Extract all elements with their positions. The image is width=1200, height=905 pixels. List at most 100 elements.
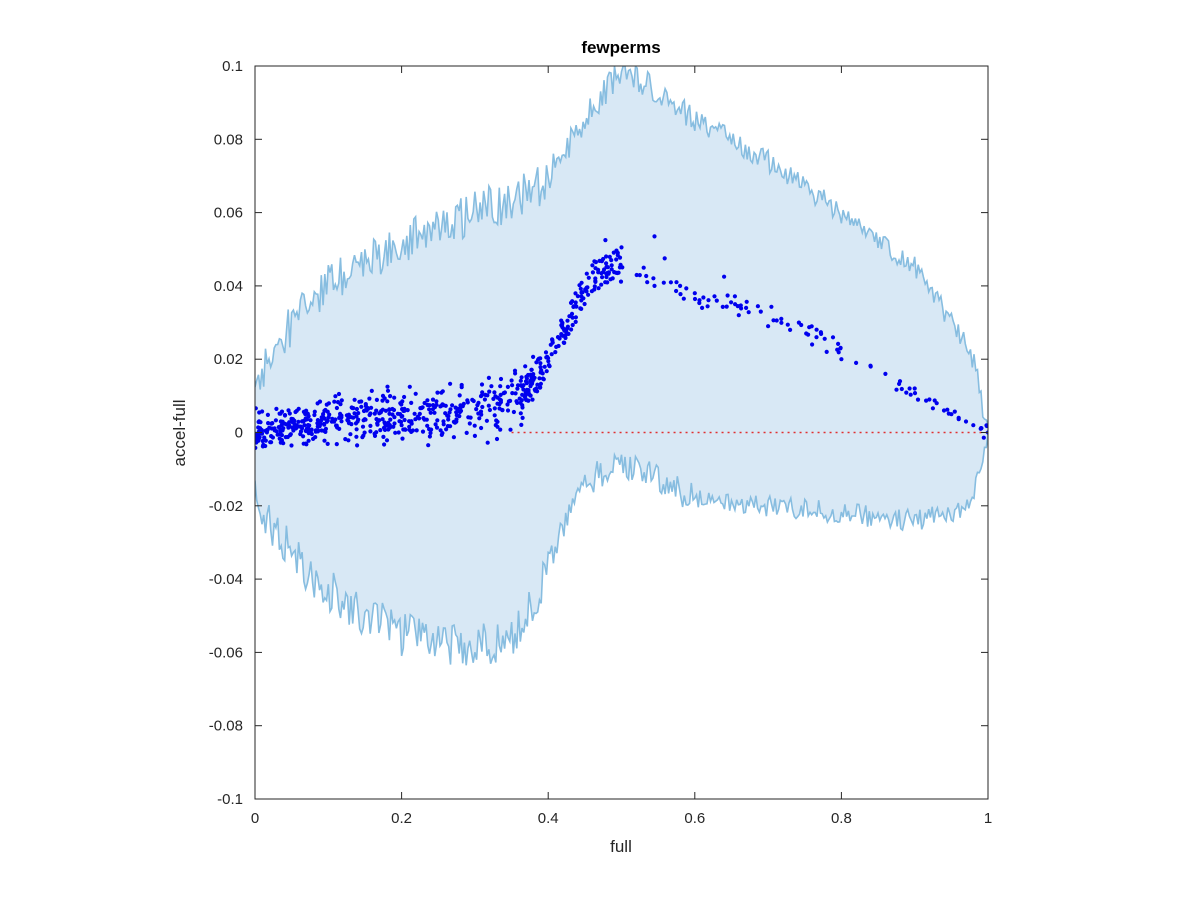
- data-point: [912, 391, 918, 396]
- data-point: [315, 418, 320, 423]
- data-point: [418, 406, 423, 411]
- data-point: [300, 426, 305, 431]
- data-point: [532, 375, 537, 380]
- data-point: [255, 406, 258, 411]
- data-point: [535, 382, 540, 387]
- data-point: [836, 341, 841, 346]
- data-point: [570, 322, 575, 328]
- y-axis-label: accel-full: [170, 399, 189, 466]
- data-point: [278, 427, 283, 432]
- data-point: [385, 399, 390, 404]
- data-point: [288, 432, 293, 437]
- data-point: [381, 434, 386, 439]
- data-point: [546, 359, 551, 364]
- data-point: [417, 416, 422, 421]
- data-point: [260, 438, 265, 444]
- data-point: [386, 427, 391, 432]
- data-point: [426, 443, 431, 448]
- data-point: [814, 335, 819, 340]
- data-point: [725, 293, 730, 298]
- data-point: [915, 397, 921, 402]
- data-point: [619, 245, 624, 250]
- data-point: [425, 423, 430, 428]
- data-point: [339, 419, 344, 424]
- data-point: [374, 408, 379, 413]
- data-point: [485, 393, 490, 398]
- data-point: [539, 368, 544, 373]
- data-point: [520, 405, 525, 410]
- data-point: [432, 405, 437, 410]
- y-axis-ticks: 0.1 0.08 0.06 0.04 0.02 0 -0.02 -0.04 -0.06 -0.08…: [209, 58, 988, 808]
- y-tick-label: -0.04: [209, 571, 243, 588]
- y-tick-label: -0.08: [209, 718, 243, 735]
- data-point: [506, 399, 511, 404]
- data-point: [388, 417, 393, 422]
- data-point: [293, 409, 298, 415]
- data-point: [458, 403, 463, 408]
- data-point: [771, 318, 776, 323]
- data-point: [573, 291, 578, 296]
- data-point: [684, 286, 689, 291]
- data-point: [538, 385, 543, 390]
- data-point: [529, 367, 534, 372]
- data-point: [526, 388, 531, 393]
- data-point: [907, 386, 912, 391]
- data-point: [524, 374, 529, 379]
- data-point: [494, 418, 499, 423]
- data-point: [550, 338, 555, 343]
- data-point: [592, 284, 597, 289]
- data-point: [603, 280, 608, 285]
- data-point: [722, 274, 727, 279]
- data-point: [262, 435, 267, 440]
- data-point: [285, 434, 290, 440]
- data-point: [348, 432, 353, 437]
- data-point: [305, 411, 310, 416]
- data-point: [582, 301, 587, 307]
- data-point: [497, 397, 502, 402]
- data-point: [612, 270, 617, 275]
- data-point: [498, 392, 503, 397]
- data-point: [407, 384, 412, 389]
- data-point: [701, 295, 706, 300]
- data-point: [706, 298, 711, 303]
- data-point: [547, 364, 552, 369]
- data-point: [323, 407, 328, 413]
- data-point: [396, 430, 401, 435]
- data-point: [355, 443, 360, 448]
- data-point: [596, 270, 601, 275]
- data-point: [981, 435, 986, 440]
- data-point: [368, 423, 373, 428]
- data-point: [615, 250, 620, 255]
- data-point: [427, 407, 432, 412]
- data-point: [459, 382, 464, 388]
- data-point: [934, 401, 939, 406]
- data-point: [484, 418, 489, 423]
- data-point: [433, 422, 438, 427]
- data-point: [601, 256, 606, 262]
- data-point: [443, 411, 448, 416]
- data-point: [599, 282, 604, 287]
- data-point: [498, 384, 503, 389]
- data-point: [788, 327, 793, 332]
- data-point: [447, 410, 452, 415]
- data-point: [313, 435, 318, 440]
- data-point: [353, 421, 359, 426]
- data-point: [480, 404, 485, 410]
- plot-area: [255, 66, 988, 666]
- data-point: [450, 403, 455, 408]
- data-point: [509, 378, 514, 383]
- scatter-points: [255, 234, 988, 450]
- data-point: [359, 404, 364, 409]
- data-point: [573, 319, 578, 324]
- data-point: [498, 376, 504, 382]
- data-point: [425, 398, 430, 403]
- data-point: [838, 345, 843, 350]
- data-point: [854, 360, 859, 365]
- data-point: [354, 406, 359, 412]
- data-point: [333, 394, 338, 399]
- data-point: [489, 384, 494, 389]
- data-point: [515, 386, 520, 391]
- data-point: [316, 428, 321, 433]
- data-point: [395, 411, 400, 416]
